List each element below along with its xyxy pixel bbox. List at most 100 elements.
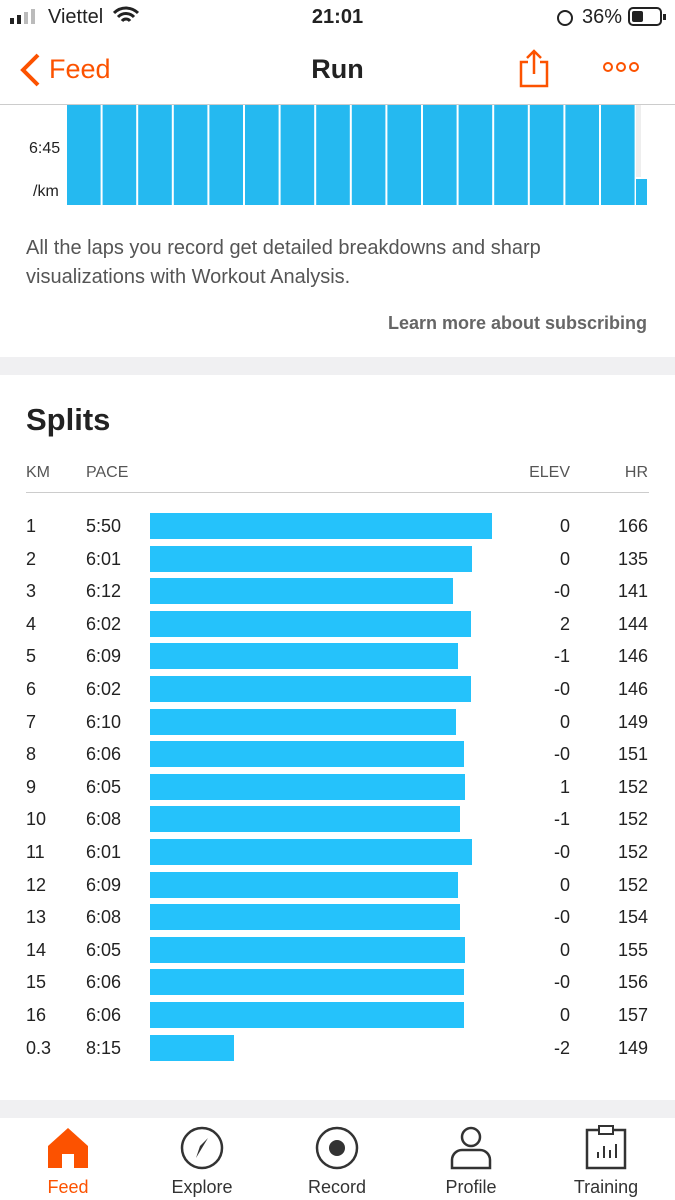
split-hr: 155 (617, 939, 648, 960)
split-pace: 6:08 (86, 809, 122, 830)
split-hr: 157 (617, 1005, 648, 1025)
wifi-icon (113, 6, 139, 23)
split-elev: 1 (559, 776, 570, 797)
split-elev: -0 (553, 581, 570, 602)
pace-bar (150, 1002, 464, 1028)
split-elev: -0 (553, 972, 570, 993)
pace-bar (150, 904, 460, 931)
split-hr: 149 (617, 711, 648, 732)
record-icon[interactable] (315, 1126, 359, 1170)
share-button[interactable] (518, 48, 550, 88)
tab-label[interactable]: Record (307, 1177, 367, 1197)
pace-bar (150, 936, 466, 963)
split-km: 10 (26, 809, 47, 830)
lap-bar (138, 105, 172, 205)
pace-bar (150, 708, 457, 735)
lap-bar (601, 105, 635, 205)
lap-bar (280, 105, 315, 205)
split-hr: 151 (617, 744, 648, 765)
split-hr: 152 (617, 874, 648, 895)
pace-bar (150, 806, 460, 833)
pace-bar (150, 839, 473, 865)
battery-text: 36% (582, 6, 623, 28)
pace-bar (150, 545, 473, 572)
split-elev: 0 (559, 516, 570, 536)
pace-bar (150, 578, 453, 605)
pace-bar (150, 773, 466, 800)
lap-bar (209, 105, 243, 205)
split-pace: 6:08 (86, 907, 122, 928)
header-divider (26, 492, 649, 493)
more-button[interactable] (602, 60, 642, 74)
split-km: 15 (26, 972, 47, 993)
back-icon[interactable] (18, 52, 42, 88)
split-elev: 0 (559, 711, 570, 732)
split-pace: 6:01 (86, 548, 122, 569)
split-pace: 6:02 (86, 679, 122, 699)
lap-bar (245, 105, 279, 205)
split-km: 14 (26, 939, 47, 960)
lap-axis-label: 6:45 (29, 140, 61, 157)
split-pace: 6:09 (86, 874, 122, 895)
tab-bar (0, 1118, 675, 1200)
split-hr: 152 (617, 776, 648, 797)
back-button[interactable]: Feed (49, 54, 111, 84)
split-pace: 6:10 (86, 711, 122, 732)
training-icon[interactable] (584, 1124, 628, 1170)
lap-bar (102, 105, 137, 205)
split-km: 9 (26, 776, 37, 797)
split-elev: -2 (553, 1037, 570, 1058)
lap-bar (494, 105, 528, 205)
split-elev: 2 (559, 613, 570, 634)
split-elev: -0 (553, 679, 570, 699)
split-pace: 6:05 (86, 776, 122, 797)
lap-chart (67, 105, 647, 205)
split-hr: 154 (617, 907, 648, 928)
tab-label[interactable]: Feed (47, 1177, 89, 1197)
split-pace: 5:50 (86, 516, 122, 536)
split-km: 2 (26, 548, 37, 569)
split-elev: -0 (553, 907, 570, 928)
tab-label[interactable]: Explore (171, 1177, 233, 1197)
split-km: 0.3 (26, 1037, 52, 1058)
section-gap (0, 357, 675, 375)
split-hr: 144 (617, 613, 648, 634)
subscribe-link[interactable]: Learn more about subscribing (387, 313, 647, 333)
split-km: 16 (26, 1005, 47, 1025)
section-gap (0, 1100, 675, 1118)
splits-title: Splits (26, 402, 111, 437)
split-pace: 6:06 (86, 972, 122, 993)
split-elev: -0 (553, 842, 570, 862)
feed-icon[interactable] (46, 1126, 90, 1170)
split-elev: 0 (559, 939, 570, 960)
split-km: 6 (26, 679, 37, 699)
pace-bar (150, 1034, 234, 1061)
split-elev: -1 (553, 809, 570, 830)
split-hr: 166 (617, 516, 648, 536)
tab-label[interactable]: Training (573, 1177, 639, 1197)
pace-bar (150, 969, 464, 996)
time: 21:01 (311, 6, 364, 28)
split-elev: 0 (559, 874, 570, 895)
tab-label[interactable]: Profile (445, 1177, 497, 1197)
split-km: 11 (26, 842, 45, 862)
lap-bar (565, 105, 599, 205)
explore-icon[interactable] (180, 1126, 224, 1170)
lap-bar (529, 105, 564, 205)
nav-title: Run (311, 54, 364, 84)
split-km: 13 (26, 907, 47, 928)
split-elev: 0 (559, 1005, 570, 1025)
lap-bar (423, 105, 457, 205)
split-elev: -1 (553, 646, 570, 667)
split-elev: -0 (553, 744, 570, 765)
split-elev: 0 (559, 548, 570, 569)
split-km: 4 (26, 613, 37, 634)
pace-bar (150, 513, 492, 539)
lap-bar (316, 105, 350, 205)
split-hr: 149 (617, 1037, 648, 1058)
split-hr: 152 (617, 842, 648, 862)
split-pace: 6:01 (86, 842, 122, 862)
profile-icon[interactable] (449, 1126, 493, 1170)
split-pace: 8:15 (86, 1037, 122, 1058)
